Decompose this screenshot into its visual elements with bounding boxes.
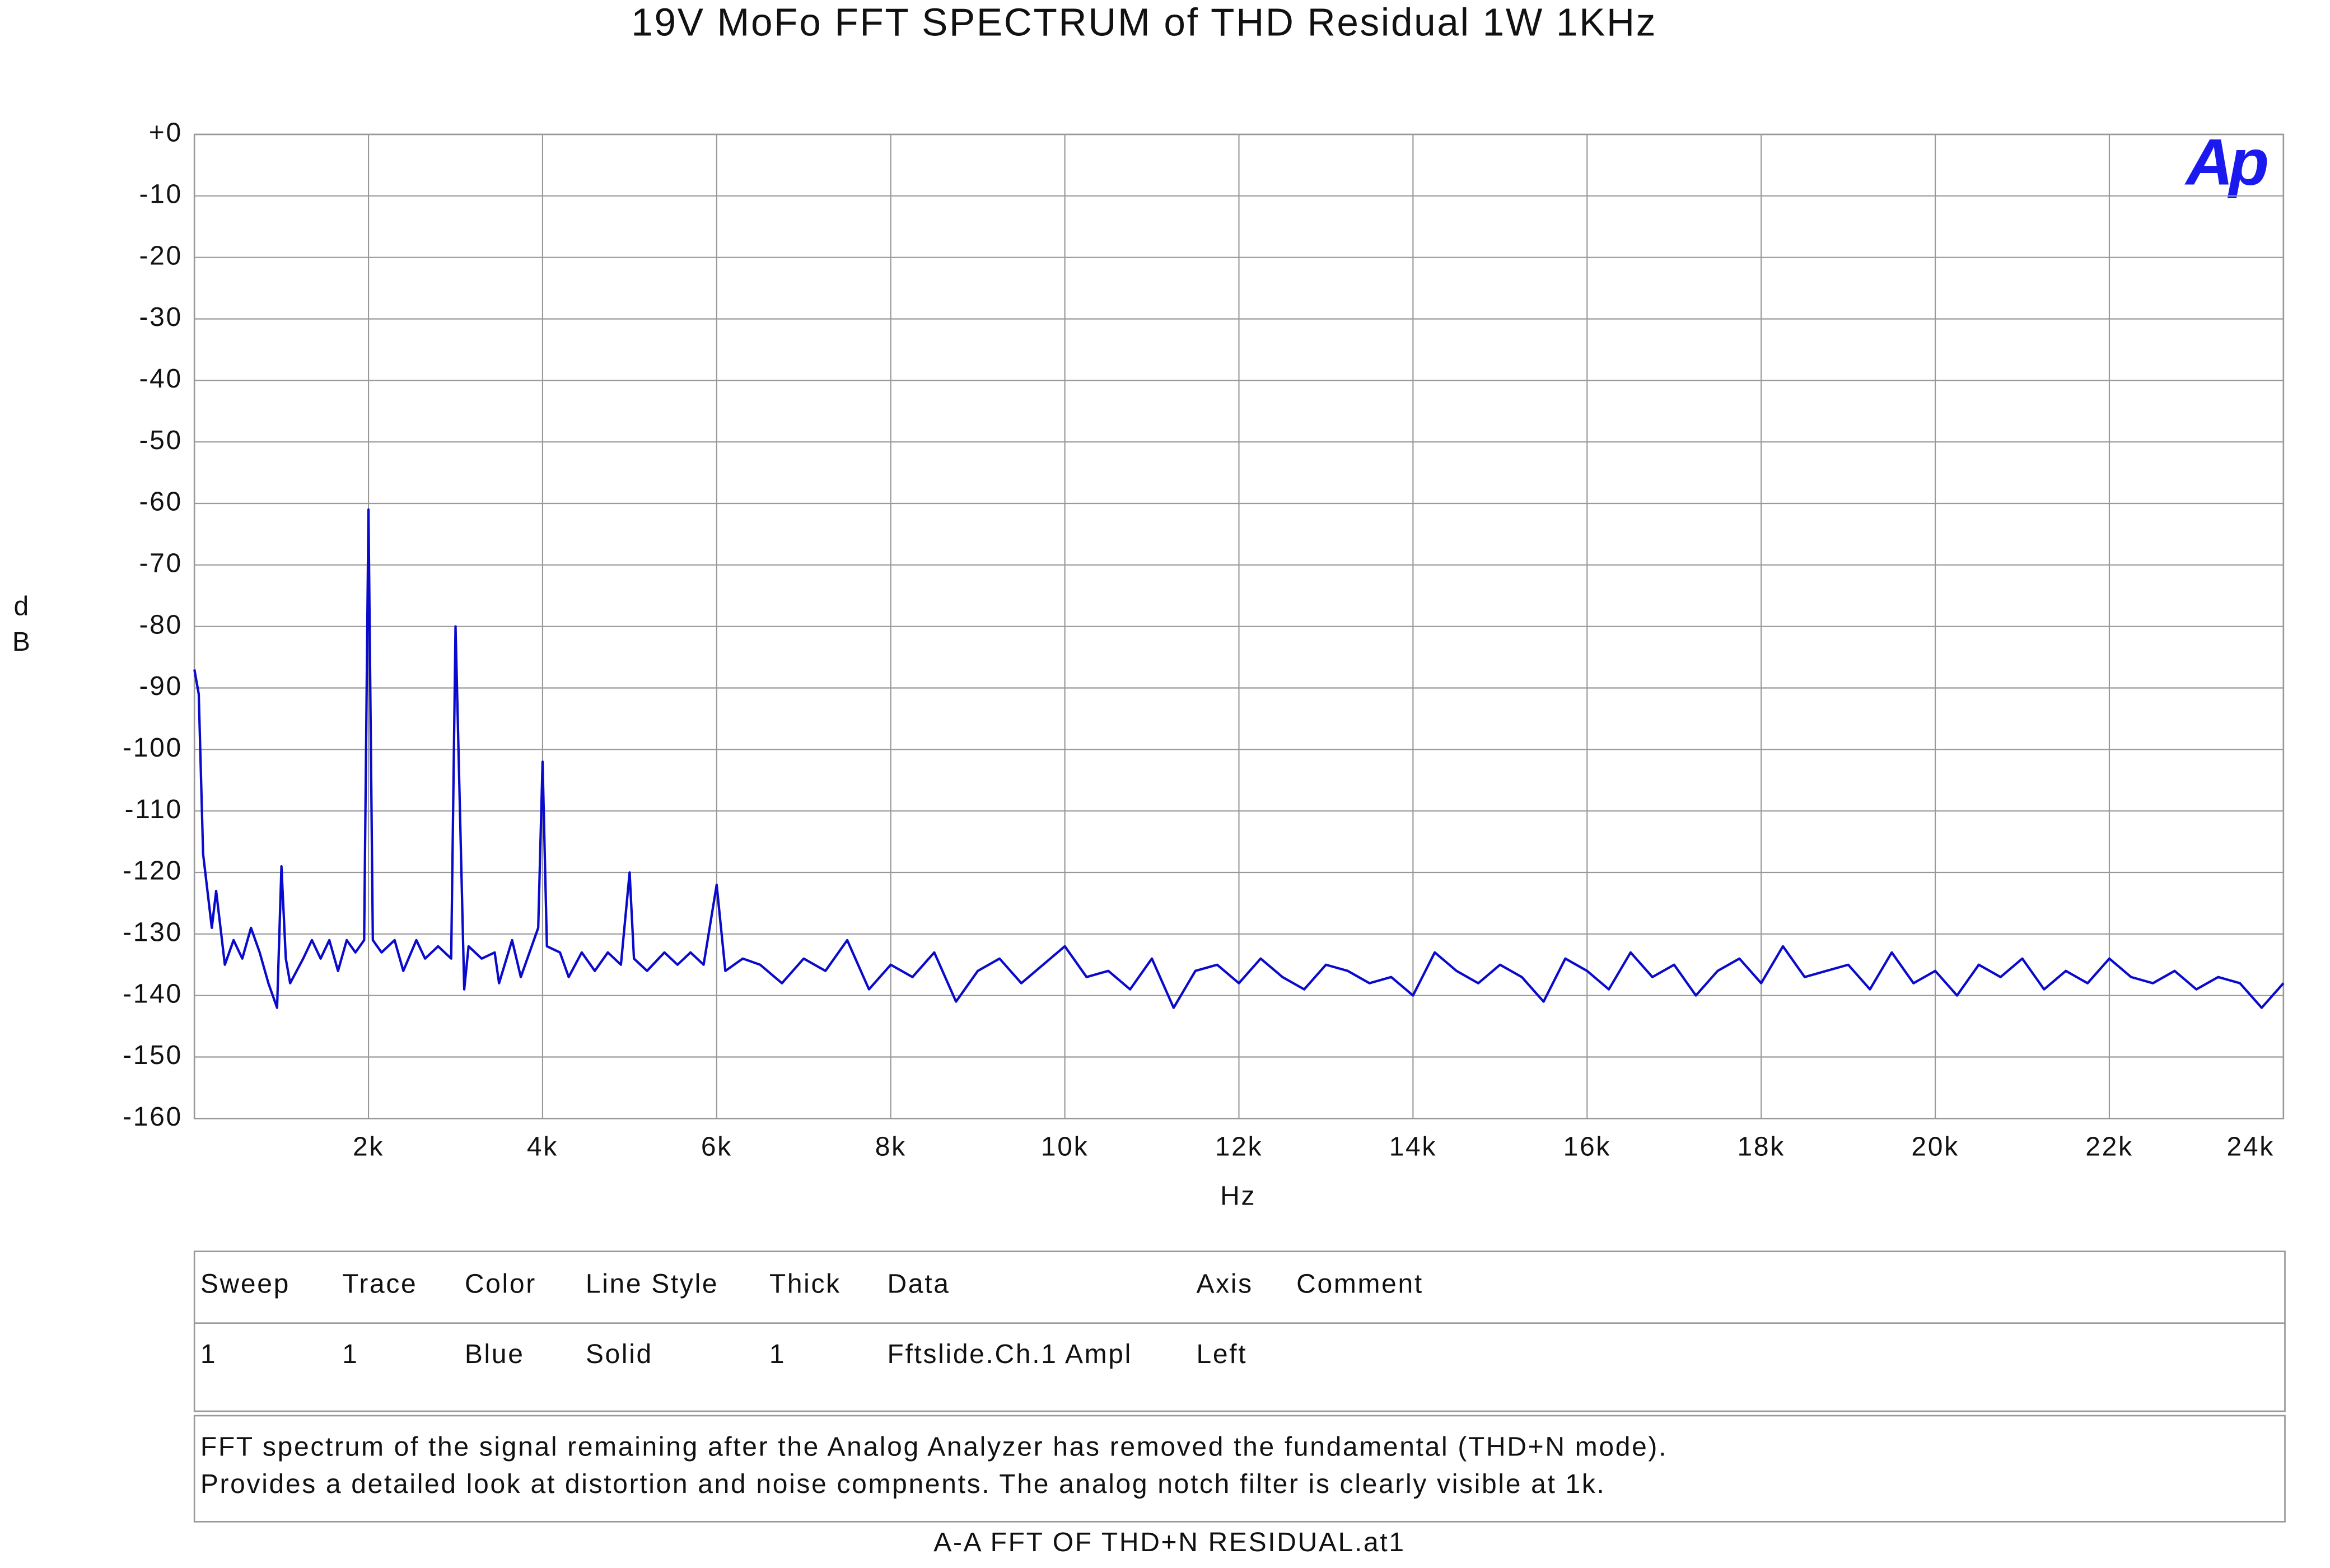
y-tick-label: -20: [139, 241, 182, 270]
x-axis-label: Hz: [1220, 1181, 1256, 1211]
chart-title: 19V MoFo FFT SPECTRUM of THD Residual 1W…: [631, 1, 1657, 44]
spectrum-line: [193, 508, 2285, 1009]
y-tick-label: -10: [139, 180, 182, 209]
table-header: Thick: [769, 1270, 841, 1299]
table-header: Axis: [1197, 1270, 1253, 1299]
table-cell: Left: [1197, 1340, 1248, 1369]
y-tick-label: -60: [139, 487, 182, 517]
table-cell: Blue: [465, 1340, 525, 1369]
x-tick-label: 2k: [353, 1132, 384, 1161]
x-tick-label: 4k: [527, 1132, 558, 1161]
table-cell: 1: [200, 1340, 217, 1369]
y-tick-label: -110: [125, 795, 183, 824]
table-header: Color: [465, 1270, 536, 1299]
file-name: A-A FFT OF THD+N RESIDUAL.at1: [933, 1528, 1405, 1557]
table-box: [193, 1250, 2286, 1412]
x-tick-label: 20k: [1911, 1132, 1959, 1161]
y-tick-label: +0: [149, 118, 183, 148]
x-tick-label: 8k: [875, 1132, 907, 1161]
x-tick-label: 14k: [1389, 1132, 1437, 1161]
table-cell: 1: [769, 1340, 786, 1369]
y-tick-label: -40: [139, 364, 182, 394]
note-line: FFT spectrum of the signal remaining aft…: [200, 1432, 1668, 1462]
note-line: Provides a detailed look at distortion a…: [200, 1469, 1606, 1499]
table-header: Data: [888, 1270, 950, 1299]
x-tick-label: 16k: [1563, 1132, 1611, 1161]
y-tick-label: -150: [123, 1040, 183, 1070]
y-tick-label: -50: [139, 426, 182, 455]
y-tick-label: -90: [139, 671, 182, 701]
notes-box: [193, 1415, 2286, 1523]
x-tick-label: 24k: [2226, 1132, 2274, 1161]
table-cell: Fftslide.Ch.1 Ampl: [888, 1340, 1132, 1369]
logo: Ap: [2184, 125, 2267, 199]
table-header: Comment: [1296, 1270, 1423, 1299]
x-tick-label: 18k: [1737, 1132, 1785, 1161]
x-tick-label: 22k: [2085, 1132, 2133, 1161]
y-tick-label: -130: [123, 918, 183, 948]
table-cell: Solid: [586, 1340, 653, 1369]
x-tick-label: 6k: [701, 1132, 732, 1161]
y-tick-label: -140: [123, 979, 183, 1009]
x-tick-label: 12k: [1215, 1132, 1263, 1161]
y-tick-label: -120: [123, 856, 183, 886]
y-tick-label: -30: [139, 302, 182, 332]
table-header: Sweep: [200, 1270, 290, 1299]
y-tick-label: -80: [139, 610, 182, 640]
table-header: Trace: [342, 1270, 417, 1299]
y-tick-label: -100: [123, 733, 183, 763]
y-tick-label: -160: [123, 1102, 183, 1132]
table-cell: 1: [342, 1340, 358, 1369]
y-tick-label: -70: [139, 549, 182, 578]
x-tick-label: 10k: [1041, 1132, 1089, 1161]
table-header: Line Style: [586, 1270, 718, 1299]
y-axis-label: dB: [6, 591, 36, 662]
